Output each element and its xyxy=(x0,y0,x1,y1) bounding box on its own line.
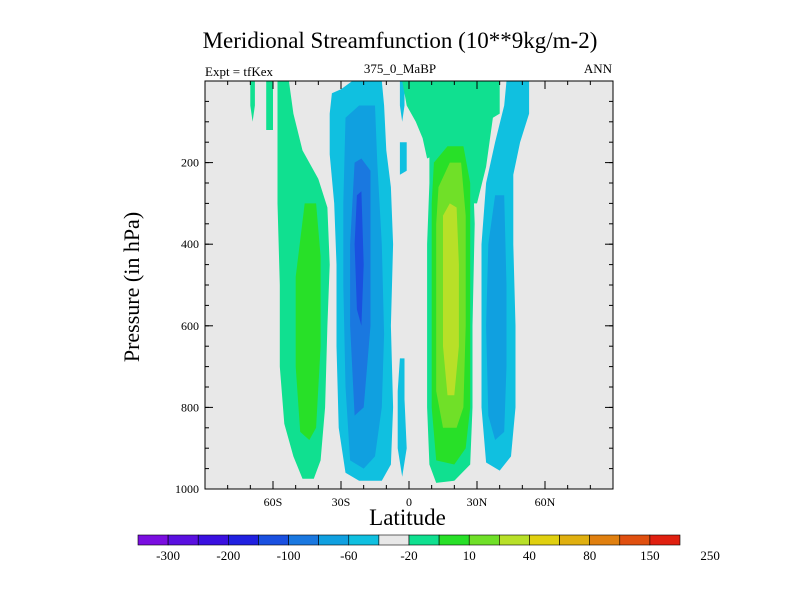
x-axis-label: Latitude xyxy=(369,505,446,530)
region-sh-core-max xyxy=(354,191,364,326)
experiment-label: Expt = tfKex xyxy=(205,64,273,79)
colorbar-swatch xyxy=(408,534,440,546)
region-nh-descent-inner xyxy=(486,195,507,440)
colorbar-label: -200 xyxy=(216,548,240,563)
colorbar-label: 40 xyxy=(523,548,536,563)
period-label: 375_0_MaBP xyxy=(363,61,437,76)
colorbar-swatch xyxy=(559,534,590,546)
colorbar-swatch xyxy=(378,534,410,546)
x-axis-ticks: 60S 30S 0 30N 60N xyxy=(264,81,556,509)
colorbar-swatch xyxy=(197,534,229,546)
colorbar-swatch xyxy=(619,534,651,546)
season-label: ANN xyxy=(583,61,612,76)
colorbar: -300 -200 -100 -60 -20 10 40 80 150 250 xyxy=(137,534,720,563)
colorbar-label: -100 xyxy=(277,548,301,563)
y-axis-ticks: 200 400 600 800 1000 xyxy=(175,156,613,496)
colorbar-swatch xyxy=(137,534,169,546)
x-tick-label: 30N xyxy=(467,495,488,509)
y-tick-label: 600 xyxy=(181,319,199,333)
region-sh-inner xyxy=(295,203,321,440)
colorbar-swatch xyxy=(529,534,560,546)
x-tick-label: 60N xyxy=(535,495,556,509)
region-sh-thin-upper xyxy=(266,81,273,130)
colorbar-swatch xyxy=(499,534,530,546)
x-tick-label: 30S xyxy=(332,495,351,509)
y-tick-label: 200 xyxy=(181,156,199,170)
x-tick-label: 60S xyxy=(264,495,283,509)
y-tick-label: 800 xyxy=(181,400,199,414)
colorbar-label: -20 xyxy=(400,548,417,563)
colorbar-swatch xyxy=(167,534,199,546)
colorbar-swatch xyxy=(468,534,500,546)
y-tick-label: 400 xyxy=(181,237,199,251)
contour-regions xyxy=(250,81,530,483)
colorbar-swatch xyxy=(348,534,380,546)
colorbar-swatch xyxy=(318,534,350,546)
colorbar-label: 150 xyxy=(640,548,660,563)
plot-area xyxy=(205,81,613,489)
colorbar-swatch xyxy=(589,534,621,546)
region-nh-cell-3 xyxy=(443,203,459,396)
colorbar-label: 80 xyxy=(583,548,596,563)
region-sh-thin-lower xyxy=(250,81,255,122)
chart-title: Meridional Streamfunction (10**9kg/m-2) xyxy=(202,28,598,53)
colorbar-label: 10 xyxy=(463,548,476,563)
colorbar-label: -300 xyxy=(156,548,180,563)
colorbar-label: 250 xyxy=(700,548,720,563)
colorbar-swatch xyxy=(649,534,681,546)
colorbar-swatch xyxy=(258,534,289,546)
region-eq-upper xyxy=(399,81,405,122)
colorbar-label: -60 xyxy=(340,548,357,563)
region-eq-lower xyxy=(397,358,407,477)
x-tick-label: 0 xyxy=(406,495,412,509)
region-eq-upper-2 xyxy=(399,142,407,175)
y-tick-label: 1000 xyxy=(175,482,199,496)
colorbar-swatch xyxy=(288,534,319,546)
colorbar-swatch xyxy=(228,534,259,546)
colorbar-swatch xyxy=(438,534,470,546)
